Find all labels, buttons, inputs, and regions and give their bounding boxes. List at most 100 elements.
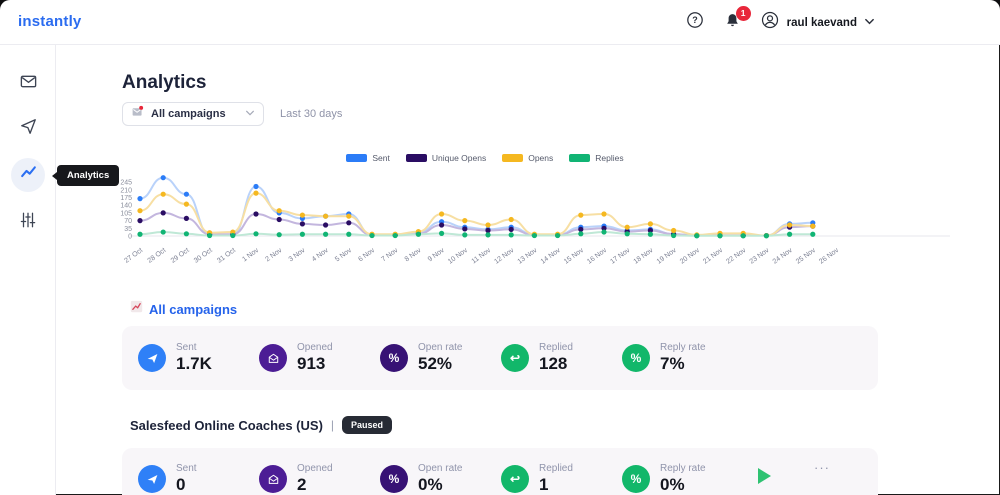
topbar-actions: ? 1 raul kaevand <box>684 0 875 45</box>
legend-item-opens: Opens <box>502 153 553 163</box>
campaign-filter-dropdown[interactable]: All campaigns <box>122 102 264 126</box>
stat-open-rate: % Open rate 52% <box>380 342 501 374</box>
svg-text:31 Oct: 31 Oct <box>216 247 237 265</box>
svg-text:5 Nov: 5 Nov <box>334 247 353 264</box>
legend-swatch <box>346 154 368 162</box>
svg-text:19 Nov: 19 Nov <box>656 247 678 266</box>
summary-stats-card: Sent 1.7K Opened 913 % Open rate 52% ↩ Repl… <box>122 326 878 390</box>
analytics-tooltip: Analytics <box>52 165 120 186</box>
user-menu[interactable]: raul kaevand <box>760 10 875 35</box>
svg-text:29 Oct: 29 Oct <box>170 247 191 265</box>
svg-text:24 Nov: 24 Nov <box>772 247 794 266</box>
tooltip-arrow <box>52 171 57 180</box>
stat-replied: ↩ Replied 1 <box>501 463 622 495</box>
sidebar-item-campaigns[interactable] <box>11 112 45 146</box>
envelope-open-icon <box>259 465 287 493</box>
chevron-down-icon <box>245 105 255 123</box>
svg-text:4 Nov: 4 Nov <box>311 247 330 264</box>
svg-text:9 Nov: 9 Nov <box>427 247 446 264</box>
campaign-stats-card: Sent 0 Opened 2 % Open rate 0% ↩ Replied 1 %… <box>122 448 878 495</box>
svg-text:140: 140 <box>120 203 132 210</box>
separator: | <box>330 418 335 432</box>
svg-text:27 Oct: 27 Oct <box>123 247 144 265</box>
all-campaigns-link[interactable]: All campaigns <box>130 300 237 318</box>
legend-swatch <box>502 154 524 162</box>
send-icon <box>138 465 166 493</box>
more-options-button[interactable]: ··· <box>814 460 830 475</box>
svg-text:23 Nov: 23 Nov <box>749 247 771 266</box>
topbar: instantly ? 1 raul kaevand <box>0 0 1000 45</box>
legend-item-replies: Replies <box>569 153 624 163</box>
svg-text:0: 0 <box>128 234 132 241</box>
reply-icon: ↩ <box>501 344 529 372</box>
date-range-label[interactable]: Last 30 days <box>280 108 343 120</box>
send-icon <box>138 344 166 372</box>
svg-text:22 Nov: 22 Nov <box>725 247 747 266</box>
svg-text:15 Nov: 15 Nov <box>563 247 585 266</box>
status-badge: Paused <box>342 416 393 434</box>
chart-legend: Sent Unique Opens Opens Replies <box>105 153 865 163</box>
campaign-header: Salesfeed Online Coaches (US) | Paused <box>130 416 393 434</box>
all-campaigns-label: All campaigns <box>149 301 238 317</box>
mail-icon <box>19 72 38 96</box>
svg-text:18 Nov: 18 Nov <box>633 247 655 266</box>
stat-reply-rate: % Reply rate 0% <box>622 463 743 495</box>
analytics-icon <box>19 163 38 187</box>
campaign-name[interactable]: Salesfeed Online Coaches (US) <box>130 417 323 433</box>
percent-icon: % <box>622 344 650 372</box>
svg-text:16 Nov: 16 Nov <box>586 247 608 266</box>
svg-text:20 Nov: 20 Nov <box>679 247 701 266</box>
sidebar <box>0 45 56 495</box>
svg-text:6 Nov: 6 Nov <box>357 247 376 264</box>
svg-text:14 Nov: 14 Nov <box>540 247 562 266</box>
legend-swatch <box>569 154 591 162</box>
envelope-open-icon <box>259 344 287 372</box>
svg-text:3 Nov: 3 Nov <box>288 247 307 264</box>
stat-opened: Opened 2 <box>259 463 380 495</box>
svg-text:70: 70 <box>124 218 132 225</box>
tooltip-label: Analytics <box>67 170 110 181</box>
page-title: Analytics <box>122 72 207 93</box>
svg-text:13 Nov: 13 Nov <box>517 247 539 266</box>
svg-text:245: 245 <box>120 180 132 187</box>
avatar-icon <box>760 10 780 35</box>
svg-text:10 Nov: 10 Nov <box>447 247 469 266</box>
percent-icon: % <box>380 344 408 372</box>
svg-text:175: 175 <box>120 195 132 202</box>
campaign-filter-icon <box>131 105 144 123</box>
legend-swatch <box>405 154 427 162</box>
stat-replied: ↩ Replied 128 <box>501 342 622 374</box>
stat-reply-rate: % Reply rate 7% <box>622 342 743 374</box>
resume-campaign-button[interactable] <box>758 468 771 484</box>
sidebar-item-analytics[interactable] <box>11 158 45 192</box>
svg-text:25 Nov: 25 Nov <box>795 247 817 266</box>
svg-text:21 Nov: 21 Nov <box>702 247 724 266</box>
svg-text:210: 210 <box>120 187 132 194</box>
percent-icon: % <box>622 465 650 493</box>
svg-text:?: ? <box>692 15 698 25</box>
stat-opened: Opened 913 <box>259 342 380 374</box>
legend-item-unique-opens: Unique Opens <box>405 153 486 163</box>
chart-mini-icon <box>130 300 143 318</box>
sidebar-item-emails[interactable] <box>11 67 45 101</box>
send-icon <box>19 117 38 141</box>
svg-text:28 Oct: 28 Oct <box>147 247 168 265</box>
svg-text:1 Nov: 1 Nov <box>241 247 260 264</box>
help-icon: ? <box>686 11 704 34</box>
percent-icon: % <box>380 465 408 493</box>
reply-icon: ↩ <box>501 465 529 493</box>
help-button[interactable]: ? <box>684 12 706 34</box>
svg-text:35: 35 <box>124 226 132 233</box>
svg-text:30 Oct: 30 Oct <box>193 247 214 265</box>
stat-sent: Sent 0 <box>138 463 259 495</box>
svg-text:26 Nov: 26 Nov <box>818 247 840 266</box>
stat-open-rate: % Open rate 0% <box>380 463 501 495</box>
legend-item-sent: Sent <box>346 153 390 163</box>
campaign-filter-label: All campaigns <box>151 108 226 120</box>
notification-badge: 1 <box>735 5 751 21</box>
notifications-button[interactable]: 1 <box>722 5 751 34</box>
stat-sent: Sent 1.7K <box>138 342 259 374</box>
sidebar-item-settings[interactable] <box>11 205 45 239</box>
svg-text:11 Nov: 11 Nov <box>471 247 493 266</box>
